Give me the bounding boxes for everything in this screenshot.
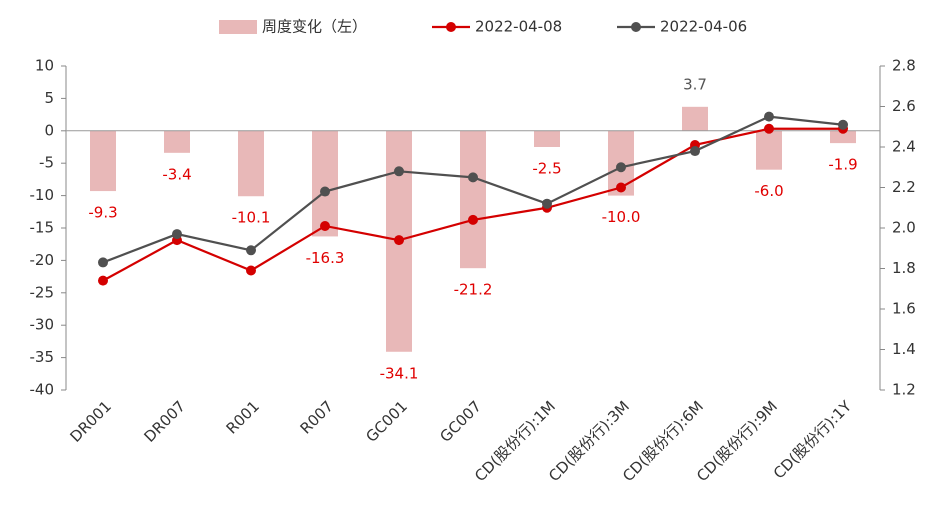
bar <box>460 130 486 269</box>
bar <box>90 130 116 192</box>
legend-label: 周度变化（左） <box>262 18 367 36</box>
legend-swatch <box>219 20 257 34</box>
line-point <box>98 275 108 286</box>
x-tick-label: R001 <box>223 397 263 437</box>
bar-value-label: -2.5 <box>532 160 561 178</box>
bar <box>756 130 782 170</box>
line-point <box>468 214 478 225</box>
y-tick-label: -5 <box>39 154 54 172</box>
y-tick-label: 5 <box>44 89 54 107</box>
legend-label: 2022-04-08 <box>475 18 562 36</box>
y-tick-label: -30 <box>30 316 55 334</box>
bar <box>238 130 264 197</box>
x-tick-label: R007 <box>297 397 337 437</box>
y2-tick-label: 1.8 <box>892 259 916 277</box>
line-point <box>616 162 626 173</box>
bar-value-label: -21.2 <box>454 281 493 299</box>
line-point <box>764 123 774 134</box>
line-point <box>172 229 182 240</box>
x-tick-label: DR007 <box>140 397 189 446</box>
line-point <box>98 257 108 268</box>
x-tick-label: DR001 <box>66 397 115 446</box>
line-point <box>542 198 552 209</box>
y-tick-label: 10 <box>35 57 54 75</box>
bar-value-label: -9.3 <box>88 204 117 222</box>
bar <box>312 130 338 237</box>
bar-value-label: -34.1 <box>380 364 419 382</box>
bar-value-label: -10.0 <box>602 208 641 226</box>
line-point <box>616 182 626 193</box>
y2-tick-label: 2.0 <box>892 219 916 237</box>
bar <box>830 130 856 144</box>
y-tick-label: -10 <box>30 186 55 204</box>
y2-tick-label: 1.2 <box>892 381 916 399</box>
y2-tick-label: 2.2 <box>892 178 916 196</box>
line-point <box>394 235 404 246</box>
bar-value-label: -1.9 <box>828 156 857 174</box>
y2-tick-label: 2.8 <box>892 57 916 75</box>
line-point <box>320 186 330 197</box>
x-tick-label: GC001 <box>362 397 411 446</box>
line-point <box>394 166 404 177</box>
line-point <box>246 265 256 276</box>
bar-value-label: -3.4 <box>162 165 191 183</box>
y2-tick-label: 1.4 <box>892 340 916 358</box>
x-tick-label: CD(股份行):1Y <box>770 397 856 483</box>
bar-value-label: -6.0 <box>754 182 783 200</box>
bar <box>534 130 560 147</box>
y-tick-label: -20 <box>30 251 55 269</box>
line-point <box>468 172 478 183</box>
bar <box>164 130 190 153</box>
y-tick-label: -40 <box>30 381 55 399</box>
bar-value-label: 3.7 <box>683 75 707 93</box>
bar <box>682 106 708 131</box>
line-point <box>320 220 330 231</box>
y-tick-label: -15 <box>30 219 55 237</box>
legend-label: 2022-04-06 <box>660 18 747 36</box>
bar-value-label: -16.3 <box>306 249 345 267</box>
y-tick-label: 0 <box>44 121 54 139</box>
line-point <box>838 119 848 130</box>
bar-value-label: -10.1 <box>232 209 271 227</box>
legend-marker <box>446 22 456 32</box>
line-point <box>764 111 774 122</box>
y2-tick-label: 2.6 <box>892 97 916 115</box>
legend-marker <box>631 22 641 32</box>
x-tick-label: GC007 <box>436 397 485 446</box>
y2-tick-label: 2.4 <box>892 138 916 156</box>
y2-tick-label: 1.6 <box>892 300 916 318</box>
line-point <box>246 245 256 256</box>
y-tick-label: -35 <box>30 348 55 366</box>
line-point <box>690 146 700 157</box>
y-tick-label: -25 <box>30 283 55 301</box>
